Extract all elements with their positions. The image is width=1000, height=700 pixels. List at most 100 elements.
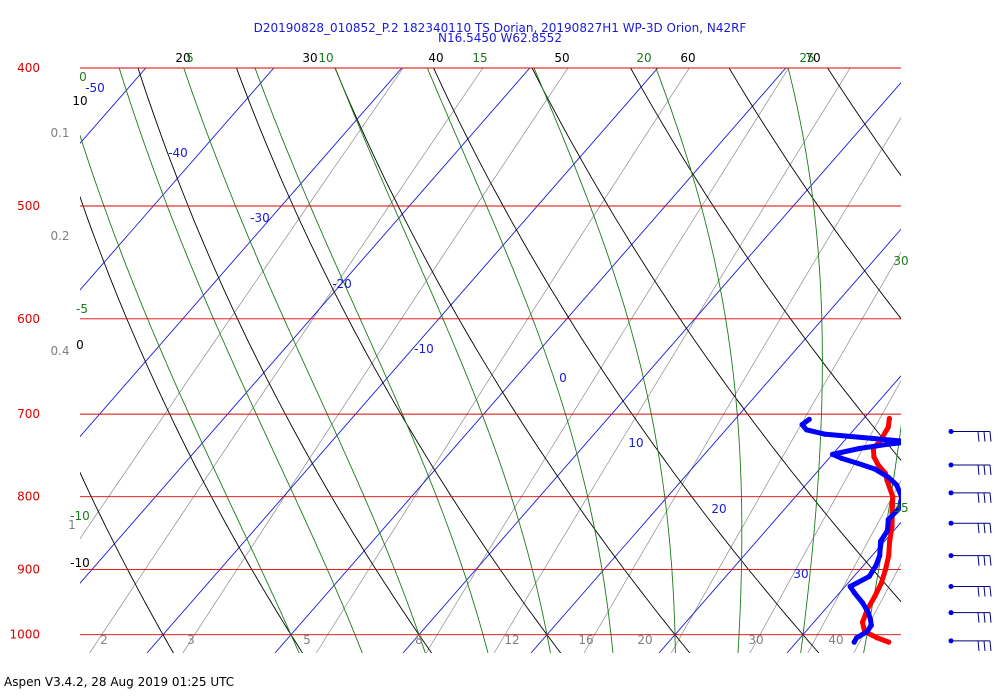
isotherm-line — [0, 68, 18, 653]
mixing-ratio-line — [749, 380, 901, 653]
wind-barb-feather — [977, 612, 980, 623]
wind-barb-feather — [983, 640, 986, 651]
moist-adiabat-line — [927, 68, 1000, 653]
isotherm-line — [915, 68, 1000, 653]
moist-adiabat-label: 20 — [636, 51, 651, 65]
temperature-point — [882, 567, 889, 573]
temperature-point — [887, 538, 893, 545]
dewpoint-point — [852, 590, 858, 596]
wind-barb-feather — [977, 640, 980, 651]
pressure-tick-label: 800 — [17, 490, 40, 504]
dewpoint-point — [878, 538, 884, 545]
temperature-point — [886, 639, 892, 645]
pressure-tick-label: 500 — [17, 199, 40, 213]
dewpoint-point — [821, 431, 828, 437]
wind-barb — [948, 583, 992, 597]
wind-barb-feather — [989, 555, 992, 566]
dewpoint-point — [868, 622, 874, 629]
dewpoint-point — [899, 494, 901, 500]
mixing-ratio-label: 0.2 — [50, 229, 69, 243]
wind-barb — [948, 553, 992, 566]
moist-adiabat-line — [863, 424, 901, 653]
temperature-point — [878, 580, 884, 586]
temperature-point — [859, 619, 866, 625]
mixing-ratio-label: 5 — [303, 633, 311, 647]
temperature-point — [890, 494, 896, 500]
moist-adiabat-label: 0 — [79, 70, 87, 84]
isotherm-line — [80, 68, 403, 438]
dewpoint-point — [885, 516, 891, 523]
moist-adiabat-line — [118, 68, 363, 653]
dewpoint-point — [856, 445, 863, 452]
isotherm-line — [80, 68, 275, 291]
mixing-ratio-line — [807, 479, 901, 653]
wind-barb-feather — [989, 640, 992, 651]
mixing-ratio-label: 8 — [415, 633, 423, 647]
isotherm-label: 0 — [559, 371, 567, 385]
dewpoint-point — [847, 583, 853, 590]
footer-version: Aspen V3.4.2, 28 Aug 2019 01:25 UTC — [4, 675, 235, 689]
wind-barb-feather — [983, 464, 986, 476]
isotherm-label: -40 — [168, 146, 188, 160]
moist-adiabat-label: -5 — [76, 302, 88, 316]
wind-barb-feather — [989, 523, 992, 534]
wind-barb — [948, 462, 992, 476]
dewpoint-point — [860, 600, 866, 606]
dewpoint-point — [855, 460, 861, 466]
dry-adiabat-label: 20 — [175, 51, 190, 65]
isotherm-label: -20 — [332, 277, 352, 291]
wind-barb-feather — [989, 464, 992, 476]
mixing-ratio-label: 30 — [748, 633, 763, 647]
dewpoint-point — [884, 528, 891, 534]
mixing-ratio-line — [670, 251, 901, 653]
moist-adiabat-label: 35 — [893, 501, 908, 515]
moist-adiabat-label: -10 — [70, 509, 90, 523]
dry-adiabat-line — [80, 195, 303, 653]
pressure-tick-label: 600 — [17, 312, 40, 326]
dewpoint-point — [896, 505, 901, 511]
dry-adiabat-label: -10 — [70, 556, 90, 570]
dry-adiabat-label: 30 — [302, 51, 317, 65]
dewpoint-point — [907, 439, 912, 444]
mixing-ratio-line — [583, 116, 901, 653]
wind-barb-feather — [983, 492, 986, 503]
dry-adiabat-line — [433, 68, 820, 653]
wind-barb-feather — [977, 586, 980, 597]
wind-barb-feather — [983, 523, 986, 534]
chart-title-line-2: N16.5450 W62.8552 — [438, 31, 562, 45]
dry-adiabat-label: 40 — [428, 51, 443, 65]
dry-adiabat-line — [630, 68, 901, 462]
mixing-ratio-label: 12 — [504, 633, 519, 647]
wind-barb — [948, 490, 992, 503]
mixing-ratio-label: 0.4 — [50, 344, 69, 358]
dewpoint-point — [864, 629, 870, 635]
isotherm-line — [274, 68, 787, 653]
mixing-ratio-line — [493, 68, 851, 653]
pressure-tick-label: 900 — [17, 563, 40, 577]
moist-adiabat-line — [334, 68, 551, 653]
dry-adiabat-label: 10 — [72, 94, 87, 108]
dewpoint-point — [867, 616, 874, 622]
dry-adiabat-line — [334, 68, 691, 653]
moist-adiabat-label: 30 — [893, 254, 908, 268]
dry-adiabat-line — [827, 68, 901, 177]
pressure-tick-label: 400 — [17, 61, 40, 75]
mixing-ratio-label: 3 — [187, 633, 195, 647]
dry-adiabat-label: 60 — [680, 51, 695, 65]
wind-barb — [948, 429, 992, 442]
mixing-ratio-line — [89, 68, 484, 653]
mixing-ratio-label: 1 — [68, 518, 76, 532]
moist-adiabat-label: 10 — [318, 51, 333, 65]
dewpoint-point — [873, 563, 879, 569]
mixing-ratio-label: 40 — [828, 633, 843, 647]
moist-adiabat-label: 5 — [186, 51, 194, 65]
dewpoint-point — [865, 610, 871, 616]
dry-adiabat-line — [80, 471, 174, 653]
mixing-ratio-line — [315, 68, 690, 653]
dewpoint-point — [866, 573, 872, 580]
moist-adiabat-line — [655, 68, 743, 653]
moist-adiabat-line — [787, 68, 823, 653]
dry-adiabat-label: 50 — [554, 51, 569, 65]
dry-adiabat-label: 70 — [805, 51, 820, 65]
